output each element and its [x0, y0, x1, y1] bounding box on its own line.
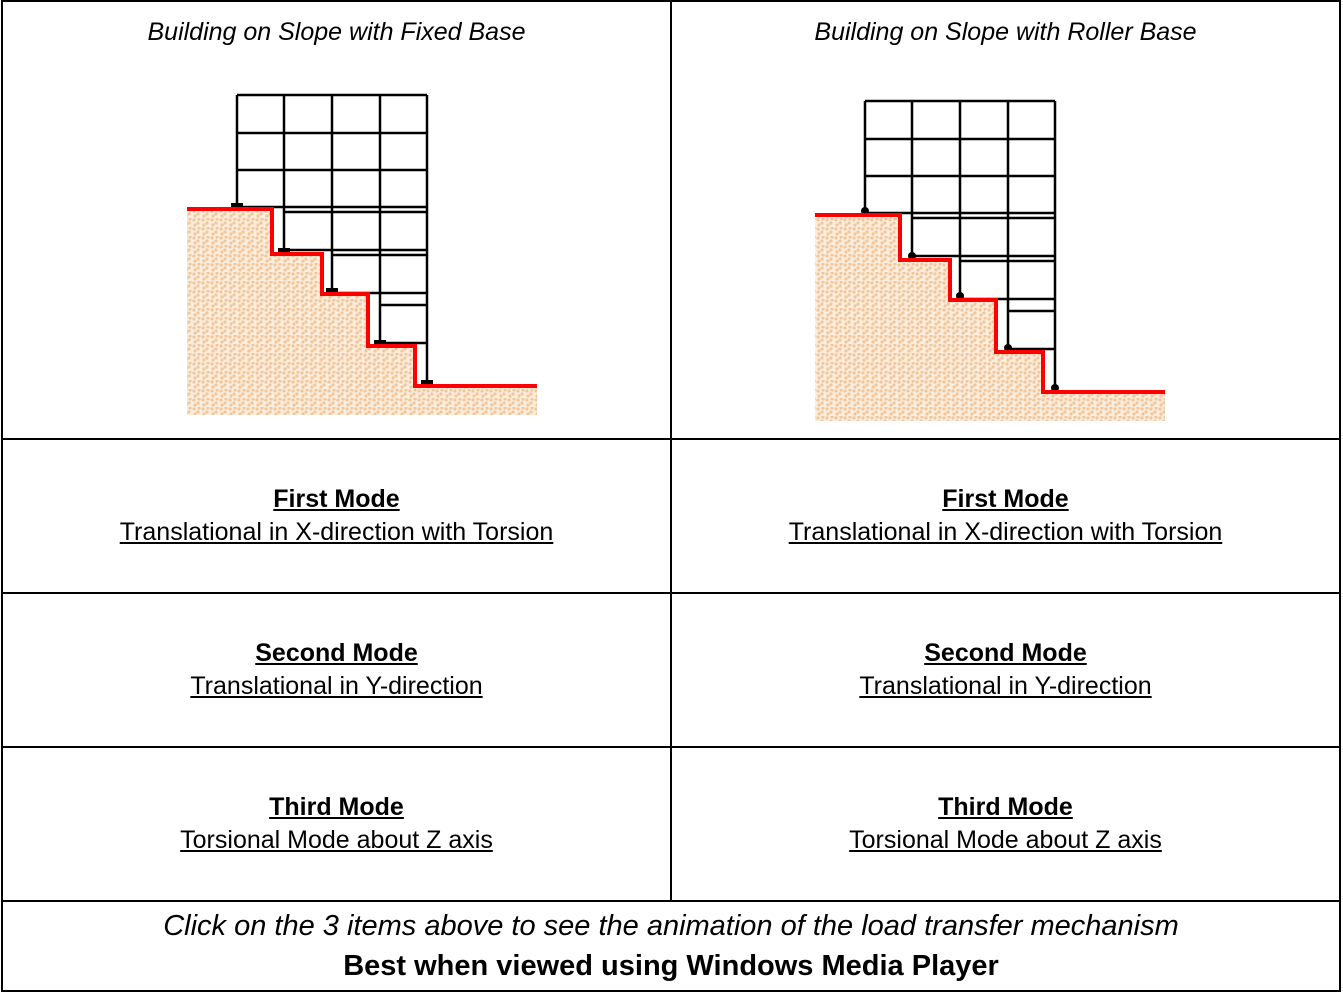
mode-description[interactable]: Torsional Mode about Z axis	[180, 826, 493, 854]
mode-title[interactable]: Second Mode	[255, 639, 418, 667]
mode-link[interactable]: Third Mode Torsional Mode about Z axis	[180, 791, 493, 857]
mode-title[interactable]: Second Mode	[924, 639, 1087, 667]
fixed-base-drawing	[187, 93, 537, 415]
mode-title[interactable]: Third Mode	[269, 793, 404, 821]
mode-description[interactable]: Translational in X-direction with Torsio…	[119, 518, 554, 546]
mode-link[interactable]: Second Mode Translational in Y-direction	[859, 637, 1151, 703]
mode-cell: Third Mode Torsional Mode about Z axis	[1, 746, 672, 902]
header-title: Building on Slope with Roller Base	[814, 18, 1197, 46]
mode-description[interactable]: Torsional Mode about Z axis	[849, 826, 1162, 854]
mode-cell: Second Mode Translational in Y-direction	[1, 592, 672, 748]
mode-link[interactable]: First Mode Translational in X-direction w…	[120, 483, 554, 549]
header-cell: Building on Slope with Fixed Base	[1, 0, 672, 440]
header-cell: Building on Slope with Roller Base	[670, 0, 1341, 440]
mode-cell: Third Mode Torsional Mode about Z axis	[670, 746, 1341, 902]
footer-note: Click on the 3 items above to see the an…	[163, 910, 1179, 942]
mode-title[interactable]: First Mode	[273, 485, 400, 513]
footer-recommendation: Best when viewed using Windows Media Pla…	[343, 950, 999, 982]
roller-base-drawing	[815, 99, 1165, 421]
mode-link[interactable]: Second Mode Translational in Y-direction	[190, 637, 482, 703]
mode-description[interactable]: Translational in Y-direction	[190, 672, 483, 700]
mode-cell: First Mode Translational in X-direction w…	[1, 438, 672, 594]
mode-cell: First Mode Translational in X-direction w…	[670, 438, 1341, 594]
mode-title[interactable]: Third Mode	[938, 793, 1073, 821]
header-title: Building on Slope with Fixed Base	[147, 18, 526, 46]
soil	[815, 215, 1165, 421]
slope-line	[187, 207, 537, 388]
fixed-support	[278, 248, 290, 252]
fixed-support	[421, 380, 433, 384]
fixed-support	[374, 340, 386, 344]
slope-line	[815, 213, 1165, 394]
mode-description[interactable]: Translational in Y-direction	[859, 672, 1152, 700]
mode-cell: Second Mode Translational in Y-direction	[670, 592, 1341, 748]
mode-title[interactable]: First Mode	[942, 485, 1069, 513]
soil	[187, 209, 537, 415]
fixed-support	[326, 288, 338, 292]
mode-description[interactable]: Translational in X-direction with Torsio…	[788, 518, 1223, 546]
footer-cell: Click on the 3 items above to see the an…	[1, 900, 1341, 992]
mode-link[interactable]: First Mode Translational in X-direction w…	[789, 483, 1223, 549]
mode-link[interactable]: Third Mode Torsional Mode about Z axis	[849, 791, 1162, 857]
fixed-support	[231, 203, 243, 207]
